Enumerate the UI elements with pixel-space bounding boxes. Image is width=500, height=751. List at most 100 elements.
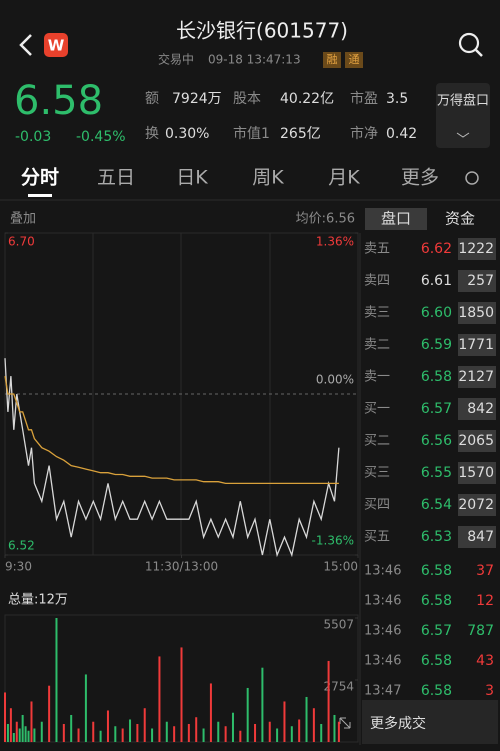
price: 6.58 (14, 78, 103, 124)
volume-bar (77, 728, 80, 742)
book-price: 6.55 (421, 465, 452, 481)
volume-bar (84, 674, 87, 742)
volume-bar (187, 723, 190, 742)
volume-bar (121, 728, 124, 742)
trade-time: 13:46 (364, 654, 401, 669)
trade-price: 6.58 (421, 593, 452, 609)
book-label: 卖五 (364, 242, 390, 257)
book-volume-bg (458, 366, 496, 388)
tab-bg (365, 208, 427, 230)
book-volume-bg (458, 494, 496, 516)
volume-bar (114, 726, 117, 742)
settings-icon[interactable] (465, 171, 479, 185)
volume-bar (283, 701, 286, 742)
stat-value: 7924万 (172, 91, 222, 107)
trade-price: 6.58 (421, 653, 452, 669)
tab[interactable]: 更多 (401, 167, 439, 189)
book-label: 卖四 (364, 274, 390, 289)
volume-bar (27, 730, 30, 742)
trade-time: 09-18 13:47:13 (208, 53, 301, 67)
volume-bar (195, 717, 198, 742)
volume-bar (24, 726, 27, 742)
tab[interactable]: 日K (176, 167, 208, 189)
back-button[interactable] (19, 34, 32, 56)
avg-line (4, 375, 339, 485)
trade-volume: 787 (467, 623, 494, 639)
trade-volume: 12 (476, 593, 494, 609)
stat-label: 市盈 (350, 90, 378, 107)
book-label: 卖二 (364, 338, 390, 353)
tag-bg (323, 52, 341, 68)
tab-underline (28, 194, 52, 197)
overlay-label[interactable]: 叠加 (10, 212, 36, 227)
book-volume: 2072 (458, 497, 494, 513)
trade-status: 交易中 (158, 52, 194, 67)
volume-bar (217, 721, 220, 742)
volume-bar (337, 721, 340, 742)
volume-bar (40, 721, 43, 742)
app-icon[interactable] (44, 33, 68, 57)
book-volume-bg (458, 462, 496, 484)
tab[interactable]: 分时 (21, 167, 59, 189)
change: -0.03 (15, 129, 51, 145)
volume-bar (173, 726, 176, 742)
tab[interactable]: 五日 (97, 167, 135, 189)
trade-volume: 3 (485, 683, 494, 699)
book-volume: 847 (467, 529, 494, 545)
x-tick-label: 11:30/13:00 (145, 560, 218, 574)
search-icon[interactable] (458, 32, 480, 54)
tab[interactable]: 月K (328, 167, 360, 189)
volume-bar (209, 683, 212, 742)
book-price: 6.62 (421, 241, 452, 257)
volume-bar (70, 714, 73, 742)
book-price: 6.59 (421, 337, 452, 353)
book-volume: 1771 (458, 337, 494, 353)
volume-bar (55, 618, 58, 742)
volume-bar (246, 687, 249, 742)
more-trades[interactable]: 更多成交 (370, 715, 426, 732)
volume-tick-label: 5507 (323, 618, 354, 632)
trade-time: 13:46 (364, 594, 401, 609)
tag: 通 (349, 53, 360, 66)
book-volume: 257 (467, 273, 494, 289)
trade-time: 13:46 (364, 564, 401, 579)
price-line (4, 358, 340, 558)
stat-value: 0.42 (386, 126, 417, 142)
volume-bar (254, 723, 257, 742)
stat-value: 3.5 (386, 91, 408, 107)
stat-label: 换 (145, 125, 159, 142)
volume-bar (180, 647, 183, 742)
y2-tick-label: 0.00% (316, 373, 354, 387)
book-label: 买五 (364, 530, 390, 545)
book-label: 买二 (364, 434, 390, 449)
volume-bar (99, 730, 102, 742)
book-price: 6.60 (421, 305, 452, 321)
volume-bar (143, 708, 146, 742)
tab[interactable]: 周K (252, 167, 284, 189)
tag: 融 (327, 53, 338, 66)
trade-price: 6.58 (421, 563, 452, 579)
wind-button-label: 万得盘口 (437, 93, 489, 109)
book-label: 买一 (364, 402, 390, 417)
wind-button[interactable] (436, 83, 490, 148)
stat-label: 股本 (233, 91, 261, 107)
avg-label: 均价:6.56 (296, 212, 355, 227)
volume-bar (239, 730, 242, 742)
search-icon-handle (475, 49, 483, 57)
volume-bar (4, 692, 6, 742)
book-tab[interactable]: 盘口 (381, 210, 411, 228)
book-volume: 842 (467, 401, 494, 417)
expand-icon[interactable] (339, 717, 351, 729)
book-tab[interactable]: 资金 (445, 210, 475, 228)
y2-tick-label: -1.36% (312, 534, 354, 548)
trade-price: 6.57 (421, 623, 452, 639)
volume-bar (106, 710, 109, 742)
stat-label: 市值1 (233, 125, 270, 142)
volume-bar (9, 708, 12, 742)
volume-bar (21, 714, 24, 742)
book-price: 6.61 (421, 273, 452, 289)
volume-bar (151, 728, 154, 742)
x-tick-label: 9:30 (5, 560, 32, 574)
